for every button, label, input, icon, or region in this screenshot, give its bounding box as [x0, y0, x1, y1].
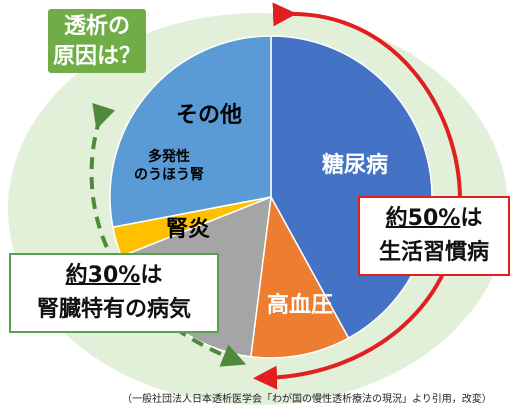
source-note: （一般社団法人日本透析医学会「わが国の慢性透析療法の現況」より引用，改変） — [122, 394, 492, 405]
lifestyle-callout: 約50%は 生活習慣病 — [358, 196, 510, 276]
slice-label-other: その他 — [175, 103, 243, 128]
slice-label-diabetes: 糖尿病 — [321, 153, 389, 178]
kidney-suffix: は — [140, 263, 163, 288]
title-line-1: 透析の — [63, 14, 130, 39]
kidney-line2: 腎臓特有の病気 — [36, 297, 191, 322]
green-arc-arrow — [89, 102, 247, 367]
slice-label-nephritis: 腎炎 — [165, 217, 211, 242]
slice-label-hypertension: 高血圧 — [266, 293, 334, 318]
title-badge: 透析の 原因は？ — [48, 9, 146, 73]
title-line-2: 原因は？ — [52, 44, 141, 69]
kidney-callout: 約30%は 腎臓特有の病気 — [9, 253, 219, 333]
kidney-percent: 約30% — [65, 263, 141, 288]
slice-label-polycystic: 多発性 のうほう腎 — [134, 149, 204, 183]
lifestyle-line2: 生活習慣病 — [378, 240, 489, 265]
lifestyle-percent: 約50% — [385, 206, 461, 231]
lifestyle-suffix: は — [460, 206, 483, 231]
